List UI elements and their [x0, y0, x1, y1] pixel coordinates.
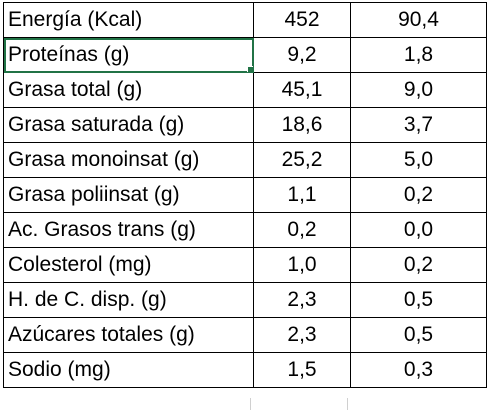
cell-text: Proteínas (g)	[8, 43, 130, 66]
table-cell[interactable]: 2,3	[253, 317, 351, 353]
table-cell[interactable]: Grasa saturada (g)	[3, 107, 254, 143]
table-cell[interactable]: 5,0	[350, 142, 487, 178]
table-cell[interactable]: Ac. Grasos trans (g)	[3, 212, 254, 248]
table-cell[interactable]: H. de C. disp. (g)	[3, 282, 254, 318]
table-cell[interactable]: 3,7	[350, 107, 487, 143]
table-cell[interactable]: 0,0	[350, 212, 487, 248]
table-row: Colesterol (mg) 1,0 0,2	[3, 247, 487, 283]
table-row: Grasa total (g) 45,1 9,0	[3, 72, 487, 108]
table-cell[interactable]: 2,3	[253, 282, 351, 318]
table-row: Azúcares totales (g) 2,3 0,5	[3, 317, 487, 353]
table-cell[interactable]: 1,5	[253, 352, 351, 388]
table-cell[interactable]: Colesterol (mg)	[3, 247, 254, 283]
table-cell[interactable]: Grasa total (g)	[3, 72, 254, 108]
table-row: H. de C. disp. (g) 2,3 0,5	[3, 282, 487, 318]
table-row: Proteínas (g) 9,2 1,8	[3, 37, 487, 73]
table-row: Grasa saturada (g) 18,6 3,7	[3, 107, 487, 143]
table-row: Ac. Grasos trans (g) 0,2 0,0	[3, 212, 487, 248]
table-cell[interactable]: 0,5	[350, 317, 487, 353]
table-cell[interactable]: 45,1	[253, 72, 351, 108]
column-gridline	[347, 398, 348, 410]
table-cell[interactable]: 1,1	[253, 177, 351, 213]
table-cell[interactable]: 0,2	[253, 212, 351, 248]
table-cell[interactable]: Sodio (mg)	[3, 352, 254, 388]
table-cell[interactable]: Grasa monoinsat (g)	[3, 142, 254, 178]
table-body: Energía (Kcal) 452 90,4 Proteínas (g) 9,…	[3, 2, 487, 388]
table-cell[interactable]: 0,3	[350, 352, 487, 388]
table-cell[interactable]: Grasa poliinsat (g)	[3, 177, 254, 213]
table-row: Energía (Kcal) 452 90,4	[3, 2, 487, 38]
fill-handle[interactable]	[247, 66, 253, 72]
table-cell[interactable]: Azúcares totales (g)	[3, 317, 254, 353]
table-cell[interactable]: 9,2	[253, 37, 351, 73]
table-cell[interactable]: 452	[253, 2, 351, 38]
table-cell[interactable]: 25,2	[253, 142, 351, 178]
selected-cell[interactable]: Proteínas (g)	[3, 37, 254, 73]
table-cell[interactable]: 18,6	[253, 107, 351, 143]
table-cell[interactable]: 90,4	[350, 2, 487, 38]
table-cell[interactable]: 0,2	[350, 247, 487, 283]
table-cell[interactable]: 1,0	[253, 247, 351, 283]
table-cell[interactable]: Energía (Kcal)	[3, 2, 254, 38]
table-row: Sodio (mg) 1,5 0,3	[3, 352, 487, 388]
table-row: Grasa monoinsat (g) 25,2 5,0	[3, 142, 487, 178]
column-gridline	[250, 398, 251, 410]
nutrition-table: Energía (Kcal) 452 90,4 Proteínas (g) 9,…	[3, 2, 487, 388]
table-cell[interactable]: 0,5	[350, 282, 487, 318]
table-cell[interactable]: 0,2	[350, 177, 487, 213]
table-cell[interactable]: 9,0	[350, 72, 487, 108]
table-cell[interactable]: 1,8	[350, 37, 487, 73]
table-row: Grasa poliinsat (g) 1,1 0,2	[3, 177, 487, 213]
